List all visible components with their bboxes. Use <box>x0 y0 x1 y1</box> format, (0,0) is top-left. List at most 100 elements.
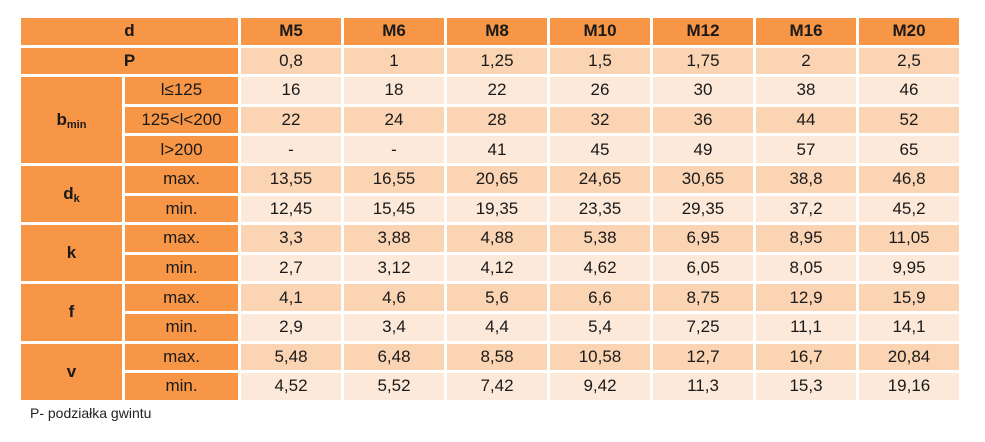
value-cell: 24 <box>344 106 444 134</box>
table-row: l>200- -41 45 49 57 65 <box>21 136 959 163</box>
group-symbol-cell-dk: dk <box>21 165 122 223</box>
value-cell: 6,95 <box>653 225 753 252</box>
group-symbol-cell-k: k <box>21 225 122 282</box>
group-subscript: k <box>73 192 80 205</box>
value-cell: 57 <box>756 136 856 163</box>
table-row: 125<l<200 22 24 28 32 36 44 52 <box>21 106 959 134</box>
value-cell: 36 <box>653 106 753 134</box>
value-cell: 12,45 <box>241 195 341 223</box>
size-header-cell: M12 <box>653 18 753 45</box>
value-cell: 11,3 <box>653 373 753 400</box>
value-cell: 7,42 <box>447 373 547 400</box>
value-cell: 5,38 <box>550 225 650 252</box>
size-header-cell: M6 <box>344 18 444 45</box>
value-cell: 23,35 <box>550 195 650 223</box>
value-cell: 20,84 <box>859 343 959 371</box>
table-row: min. 2,7 3,12 4,12 4,62 6,05 8,05 9,95 <box>21 254 959 282</box>
value-cell: 4,12 <box>447 254 547 282</box>
value-cell: 41 <box>447 136 547 163</box>
pitch-value-cell: 1 <box>344 47 444 75</box>
value-cell: 4,1 <box>241 284 341 311</box>
table-row: k max. 3,3 3,88 4,88 5,38 6,95 8,95 11,05 <box>21 225 959 282</box>
value-cell: 4,88 <box>447 225 547 252</box>
table-row: f max. 4,1 4,6 5,6 6,6 8,75 12,9 15,9 <box>21 284 959 341</box>
value-cell: 38,8 <box>756 165 856 193</box>
header-row: d M5 M6 M8 M10 M12 M16 M20 <box>21 18 959 45</box>
footnote: P- podziałka gwintu <box>30 405 152 421</box>
size-header-cell: M10 <box>550 18 650 45</box>
row-label-cell: min. <box>125 254 238 282</box>
value-cell: 24,65 <box>550 165 650 193</box>
value-cell: 10,58 <box>550 343 650 371</box>
pitch-value-cell: 2,5 <box>859 47 959 75</box>
value-cell: 45 <box>550 136 650 163</box>
table-row: min. 12,45 15,45 19,35 23,35 29,35 37,2 45,2 <box>21 195 959 223</box>
row-label-cell: l≤125 <box>125 77 238 104</box>
value-cell: 12,7 <box>653 343 753 371</box>
row-label-cell: min. <box>125 313 238 341</box>
size-header-cell: M20 <box>859 18 959 45</box>
value-cell: 19,35 <box>447 195 547 223</box>
value-cell: 9,95 <box>859 254 959 282</box>
value-cell: 45,2 <box>859 195 959 223</box>
value-cell: 22 <box>241 106 341 134</box>
value-cell: - <box>241 136 341 163</box>
row-label-cell: min. <box>125 195 238 223</box>
value-cell: 4,52 <box>241 373 341 400</box>
value-cell: 32 <box>550 106 650 134</box>
value-cell: 3,4 <box>344 313 444 341</box>
value-cell: 49 <box>653 136 753 163</box>
value-cell: 19,16 <box>859 373 959 400</box>
dimension-table: d M5 M6 M8 M10 M12 M16 M20 P 0,8 1 1,25 … <box>18 15 962 403</box>
value-cell: 29,35 <box>653 195 753 223</box>
value-cell: 14,1 <box>859 313 959 341</box>
value-cell: 65 <box>859 136 959 163</box>
param-header-cell: d <box>21 18 238 45</box>
row-label-cell: l>200 <box>125 136 238 163</box>
value-cell: 13,55 <box>241 165 341 193</box>
value-cell: 38 <box>756 77 856 104</box>
group-symbol-cell-v: v <box>21 343 122 400</box>
value-cell: 7,25 <box>653 313 753 341</box>
group-subscript: min <box>66 118 87 131</box>
value-cell: 16,55 <box>344 165 444 193</box>
value-cell: 52 <box>859 106 959 134</box>
value-cell: 5,52 <box>344 373 444 400</box>
size-header-cell: M5 <box>241 18 341 45</box>
row-label-cell: max. <box>125 225 238 252</box>
pitch-value-cell: 1,5 <box>550 47 650 75</box>
row-label-cell: min. <box>125 373 238 400</box>
value-cell: 20,65 <box>447 165 547 193</box>
pitch-value-cell: 2 <box>756 47 856 75</box>
value-cell: 3,88 <box>344 225 444 252</box>
value-cell: 3,3 <box>241 225 341 252</box>
row-label-cell: max. <box>125 284 238 311</box>
group-symbol-cell-bmin: bmin <box>21 77 122 163</box>
value-cell: 22 <box>447 77 547 104</box>
value-cell: 5,48 <box>241 343 341 371</box>
value-cell: 8,58 <box>447 343 547 371</box>
value-cell: 15,9 <box>859 284 959 311</box>
pitch-value-cell: 0,8 <box>241 47 341 75</box>
row-label-cell: 125<l<200 <box>125 106 238 134</box>
table-row: v max. 5,48 6,48 8,58 10,58 12,7 16,7 20,84 <box>21 343 959 400</box>
group-symbol-cell-f: f <box>21 284 122 341</box>
value-cell: 8,75 <box>653 284 753 311</box>
value-cell: 2,7 <box>241 254 341 282</box>
pitch-row: P 0,8 1 1,25 1,5 1,75 2 2,5 <box>21 47 959 75</box>
value-cell: 16 <box>241 77 341 104</box>
value-cell: 6,05 <box>653 254 753 282</box>
group-symbol: f <box>68 302 75 322</box>
value-cell: 5,6 <box>447 284 547 311</box>
value-cell: 8,95 <box>756 225 856 252</box>
value-cell: 11,1 <box>756 313 856 341</box>
value-cell: 4,6 <box>344 284 444 311</box>
value-cell: 18 <box>344 77 444 104</box>
row-label-cell: max. <box>125 343 238 371</box>
table-row: bmin l≤125 16 18 22 26 30 38 46 <box>21 77 959 163</box>
row-label-cell: max. <box>125 165 238 193</box>
value-cell: 8,05 <box>756 254 856 282</box>
value-cell: 15,3 <box>756 373 856 400</box>
pitch-label-cell: P <box>21 47 238 75</box>
group-symbol: v <box>66 361 77 381</box>
